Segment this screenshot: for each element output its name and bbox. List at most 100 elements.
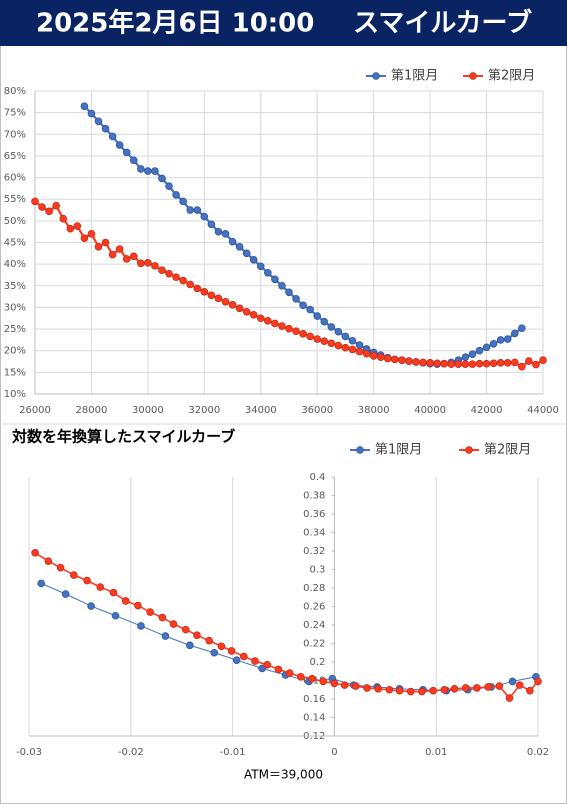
data-point xyxy=(285,669,294,677)
data-point xyxy=(355,341,364,349)
header-bar xyxy=(0,0,567,46)
data-point xyxy=(313,335,322,343)
data-point xyxy=(534,677,542,686)
data-point xyxy=(251,657,259,665)
data-point xyxy=(87,230,96,238)
data-point xyxy=(348,345,357,354)
data-point xyxy=(66,224,75,233)
x-tick-label: 0.02 xyxy=(527,747,549,758)
data-point xyxy=(406,687,415,696)
y-tick-label: 70% xyxy=(4,129,26,140)
y-tick-label: 0.22 xyxy=(303,639,325,650)
data-point xyxy=(137,259,145,268)
data-point xyxy=(334,327,343,336)
y-tick-label: 25% xyxy=(4,324,26,335)
data-point xyxy=(122,255,131,263)
data-point xyxy=(186,206,195,214)
data-point xyxy=(217,642,226,651)
data-point xyxy=(306,332,314,341)
data-point xyxy=(235,304,244,313)
data-point xyxy=(108,250,117,259)
chart-title: 対数を年換算したスマイルカーブ xyxy=(11,428,235,446)
data-point xyxy=(101,124,110,133)
data-point xyxy=(61,590,70,598)
data-point xyxy=(111,611,120,620)
data-point xyxy=(249,310,258,319)
data-point xyxy=(299,330,307,338)
data-point xyxy=(274,665,283,674)
data-point xyxy=(374,685,382,693)
data-point xyxy=(179,197,187,206)
x-axis-label: ATM＝39,000 xyxy=(244,768,323,782)
data-point xyxy=(320,317,329,326)
data-point xyxy=(264,268,272,277)
y-tick-label: 75% xyxy=(4,108,26,119)
data-point xyxy=(232,656,241,664)
data-point xyxy=(426,359,434,367)
data-point xyxy=(475,359,484,368)
y-tick-label: 0.26 xyxy=(303,602,325,613)
data-point xyxy=(186,641,194,650)
data-point xyxy=(94,117,103,126)
data-point xyxy=(395,686,404,695)
data-point xyxy=(313,312,322,320)
legend-label: 第2限月 xyxy=(488,68,535,84)
data-point xyxy=(31,197,39,206)
x-tick-label: 0 xyxy=(331,747,337,758)
data-point xyxy=(193,631,201,639)
data-point xyxy=(285,324,293,333)
y-tick-label: 30% xyxy=(4,302,26,313)
data-point xyxy=(31,549,39,557)
x-tick-label: 28000 xyxy=(76,405,108,416)
data-point xyxy=(73,222,82,230)
x-tick-label: 26000 xyxy=(19,405,51,416)
data-point xyxy=(508,677,517,686)
data-point xyxy=(83,576,91,585)
data-point xyxy=(285,288,293,297)
data-point xyxy=(327,323,336,331)
data-point xyxy=(144,167,152,175)
data-point xyxy=(510,358,519,367)
x-tick-label: -0.03 xyxy=(16,747,42,758)
legend-marker xyxy=(372,72,380,80)
data-point xyxy=(44,557,53,565)
data-point xyxy=(484,683,492,691)
data-point xyxy=(228,301,237,309)
data-point xyxy=(271,275,279,284)
data-point xyxy=(454,360,463,368)
data-point xyxy=(158,266,166,275)
data-point xyxy=(362,349,371,358)
data-point xyxy=(151,167,159,175)
legend-label: 第1限月 xyxy=(375,442,422,458)
data-point xyxy=(186,280,195,289)
data-point xyxy=(52,201,60,210)
data-point xyxy=(115,245,124,253)
data-point xyxy=(433,359,441,368)
y-tick-label: 50% xyxy=(4,216,26,227)
data-point xyxy=(122,148,131,157)
data-point xyxy=(165,269,173,278)
x-tick-label: 0.01 xyxy=(425,747,447,758)
data-point xyxy=(510,329,519,338)
data-point xyxy=(515,681,524,689)
data-point xyxy=(495,682,504,690)
data-point xyxy=(503,359,512,367)
data-point xyxy=(319,677,328,686)
data-point xyxy=(87,602,95,610)
y-tick-label: 55% xyxy=(4,194,26,205)
data-point xyxy=(461,684,470,692)
y-tick-label: 80% xyxy=(4,86,26,97)
data-point xyxy=(539,356,547,365)
legend-marker xyxy=(356,446,364,454)
data-point xyxy=(205,636,213,645)
data-point xyxy=(80,102,89,110)
data-point xyxy=(249,256,258,264)
data-point xyxy=(200,288,209,296)
y-tick-label: 0.28 xyxy=(303,583,325,594)
data-point xyxy=(137,622,145,630)
y-tick-label: 60% xyxy=(4,173,26,184)
data-point xyxy=(129,252,138,261)
data-point xyxy=(101,238,110,247)
data-point xyxy=(37,579,46,588)
data-point xyxy=(355,347,364,356)
